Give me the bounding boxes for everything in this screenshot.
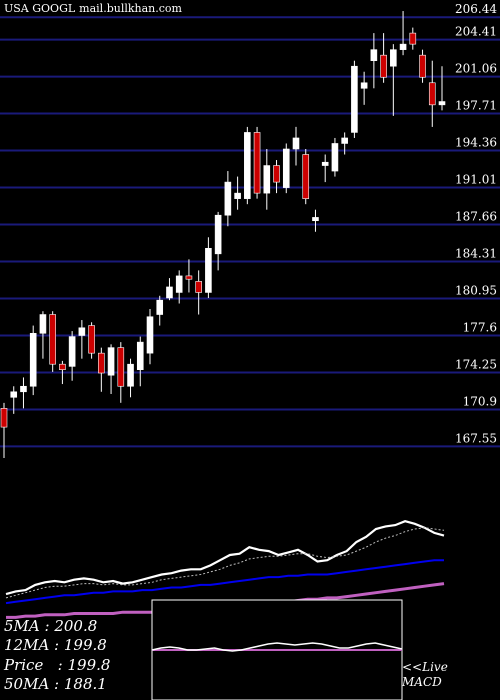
candle-down [59, 363, 66, 371]
candle-up [312, 217, 319, 222]
chart-header: USA GOOGL mail.bullkhan.com [4, 2, 186, 15]
candle-up [39, 314, 47, 334]
ma5-readout: 5MA : 200.8 [4, 617, 98, 635]
price-tick-label: 170.9 [463, 394, 497, 408]
candle-down [380, 54, 387, 78]
ma50-label: 50MA [4, 675, 50, 693]
candle-up [351, 65, 358, 133]
candle-up [146, 316, 154, 354]
candle-up [20, 385, 27, 393]
candle-up [331, 143, 339, 172]
ma50-value: 188.1 [63, 675, 107, 693]
candle-up [244, 132, 251, 199]
candle-down [195, 281, 202, 293]
price-tick-label: 201.06 [455, 62, 497, 76]
price-value: 199.8 [67, 656, 111, 674]
candle-up [166, 286, 173, 299]
price-label: Price [4, 656, 44, 674]
candle-up [78, 327, 86, 336]
candle-up [282, 148, 290, 188]
price-tick-label: 184.31 [455, 246, 497, 260]
ma12-label: 12MA [4, 636, 50, 654]
candle-down [409, 32, 417, 45]
candle-up [292, 137, 300, 150]
ticker-label: USA GOOGL [4, 2, 76, 15]
price-tick-label: 177.6 [463, 320, 497, 334]
candle-up [438, 101, 446, 106]
ma5-value: 200.8 [54, 617, 98, 635]
candle-down [49, 314, 56, 365]
ma5-label: 5MA [4, 617, 40, 635]
candle-up [234, 192, 241, 199]
candle-up [68, 336, 76, 367]
candle-up [263, 165, 271, 194]
candle-up [29, 332, 37, 387]
candle-up [156, 299, 164, 315]
ma-12-line [5, 559, 444, 605]
candle-down [88, 325, 95, 354]
candle-up [10, 391, 18, 398]
ma-mid-dotted-line [5, 527, 445, 599]
candle-down [185, 275, 193, 280]
price-tick-label: 204.41 [455, 25, 497, 39]
candle-up [205, 248, 212, 293]
candle-down [428, 82, 436, 106]
candle-down [0, 408, 8, 428]
candle-up [107, 347, 115, 376]
candle-down [98, 352, 105, 374]
candle-up [175, 275, 183, 293]
macd-label: MACD [402, 675, 442, 689]
source-label: mail.bullkhan.com [79, 2, 182, 15]
candle-up [127, 363, 134, 387]
candle-down [419, 54, 426, 78]
price-tick-label: 180.95 [455, 284, 497, 298]
candle-down [273, 165, 280, 183]
ma-fast-line [5, 520, 445, 596]
candle-up [136, 341, 144, 371]
price-tick-label: 197.71 [455, 99, 497, 113]
macd-line [151, 642, 403, 652]
ma50-readout: 50MA : 188.1 [4, 675, 107, 693]
price-tick-label: 206.44 [455, 2, 497, 16]
candle-up [399, 43, 407, 50]
candle-down [253, 132, 261, 194]
ma12-readout: 12MA : 199.8 [4, 636, 107, 654]
ma12-value: 199.8 [63, 636, 107, 654]
candle-up [224, 181, 232, 216]
candle-up [360, 82, 368, 89]
price-tick-label: 187.66 [455, 209, 497, 223]
price-tick-label: 167.55 [455, 431, 497, 445]
candle-down [117, 347, 125, 387]
candle-up [341, 137, 348, 144]
price-tick-label: 191.01 [455, 173, 497, 187]
candle-up [390, 49, 397, 67]
price-tick-label: 194.36 [455, 136, 497, 150]
candle-up [214, 214, 222, 255]
candle-up [321, 161, 329, 166]
price-tick-label: 174.25 [455, 357, 497, 371]
candle-down [302, 154, 310, 199]
macd-live-label: <<Live [402, 660, 448, 674]
price-readout: Price : 199.8 [4, 656, 111, 674]
candle-up [370, 49, 378, 61]
